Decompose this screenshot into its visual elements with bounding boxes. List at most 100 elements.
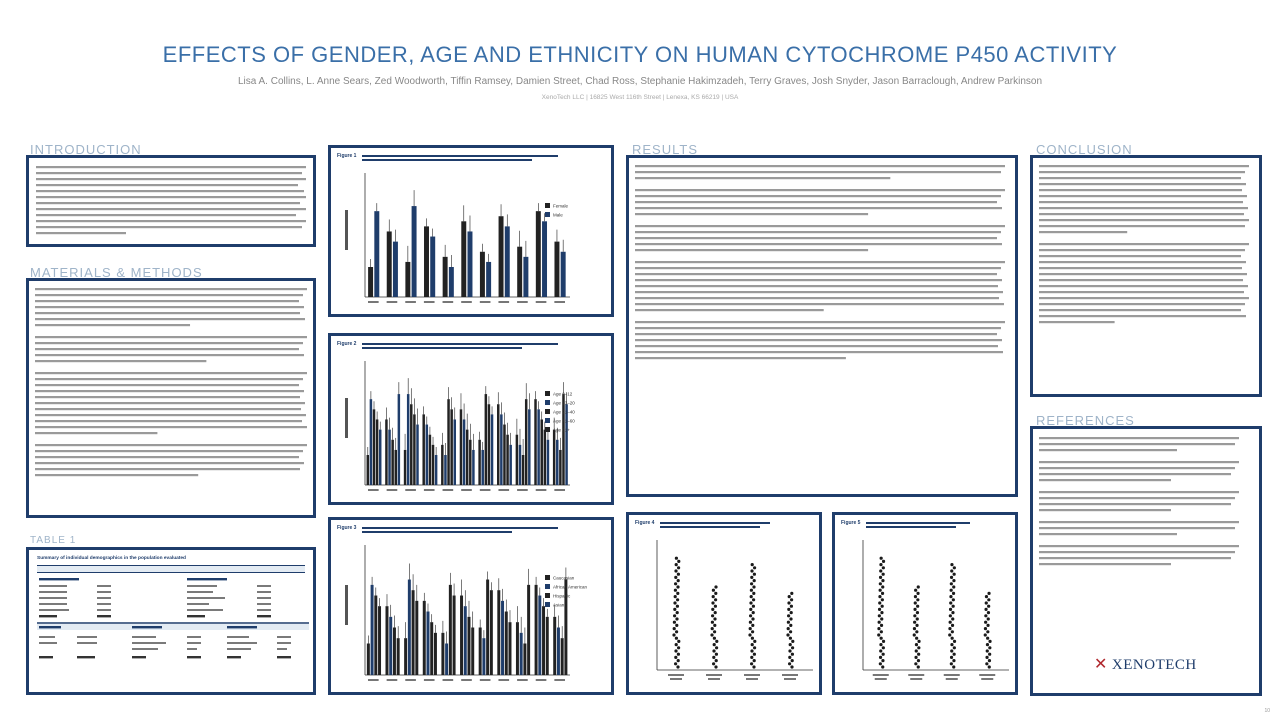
data-point (917, 652, 921, 656)
bar (450, 409, 453, 485)
references-panel (1030, 426, 1262, 696)
text-line (1039, 557, 1231, 560)
bar (560, 638, 564, 675)
text-line (635, 231, 1001, 234)
data-point (879, 569, 883, 573)
text-line (1039, 267, 1242, 270)
introduction-text (29, 158, 313, 250)
data-point (751, 623, 755, 627)
data-point (749, 588, 753, 592)
data-point (673, 601, 677, 605)
figure-4-label: Figure 4 (635, 520, 655, 526)
bar (406, 394, 410, 485)
text-line (1039, 297, 1249, 300)
bar (554, 241, 560, 297)
data-point (880, 598, 884, 602)
results-heading: RESULTS (632, 142, 698, 157)
data-point (788, 643, 792, 647)
text-line (1039, 303, 1245, 306)
bar (481, 449, 484, 485)
data-point (752, 665, 756, 669)
data-point (987, 604, 991, 608)
legend-label: Caucasian (553, 576, 575, 581)
data-point (748, 620, 752, 624)
x-tick-label (368, 489, 379, 491)
text-line (1039, 249, 1245, 252)
x-tick-label (517, 489, 528, 491)
data-point (948, 633, 952, 637)
data-point (712, 649, 716, 653)
data-point (952, 665, 956, 669)
bar (424, 226, 429, 297)
data-point (950, 563, 954, 567)
figure-3-label: Figure 3 (337, 525, 357, 531)
bar (524, 399, 528, 485)
figure-2-chart: Age 0–12 Age 13–20 Age 21–40 Age 41–60 Age 6… (345, 361, 575, 491)
bar (369, 399, 373, 485)
data-point (790, 652, 794, 656)
data-point (950, 649, 954, 653)
figure-5-label: Figure 5 (841, 520, 861, 526)
data-point (674, 655, 678, 659)
poster-affiliation: XenoTech LLC | 16825 West 116th Street |… (541, 94, 739, 101)
demographics-table (37, 578, 309, 659)
legend-swatch (545, 427, 550, 432)
data-point (987, 591, 991, 595)
bar (478, 439, 481, 485)
bar (497, 404, 500, 485)
data-point (790, 665, 794, 669)
data-point (916, 591, 920, 595)
bar (378, 429, 382, 485)
data-point (787, 595, 791, 599)
bar (472, 449, 475, 485)
y-axis-label (345, 585, 348, 625)
text-line (1039, 491, 1239, 494)
x-tick-label (744, 674, 760, 676)
x-tick-label (908, 674, 925, 676)
data-point (677, 559, 681, 563)
data-point (950, 569, 954, 573)
data-point (676, 665, 680, 669)
bar (540, 419, 543, 485)
bar (448, 267, 454, 297)
x-tick-label (498, 301, 510, 303)
text-line (1039, 461, 1239, 464)
x-tick-label (554, 301, 565, 303)
text-line (1039, 183, 1246, 186)
table-subheader (37, 565, 305, 573)
data-point (748, 627, 752, 631)
data-point (674, 636, 678, 640)
figure-4-panel: Figure 4 (626, 512, 822, 695)
text-line (1039, 189, 1242, 192)
bar (478, 627, 482, 675)
bar (422, 414, 425, 485)
figure-5-caption-lines (865, 522, 970, 528)
figure-3-panel: Figure 3 Caucasian African American Hispan… (328, 517, 614, 695)
xenotech-logo-mark-icon: ✕ (1094, 656, 1108, 673)
y-axis-label (345, 398, 348, 438)
data-point (951, 604, 955, 608)
bar (407, 579, 411, 675)
data-point (749, 601, 753, 605)
x-tick-label (535, 489, 547, 491)
text-line (35, 384, 299, 387)
data-point (676, 591, 680, 595)
bar (500, 414, 503, 485)
bar (565, 404, 568, 485)
data-point (752, 572, 756, 576)
data-point (675, 630, 679, 634)
x-tick-label (423, 489, 435, 491)
data-point (987, 659, 992, 663)
legend-label: Female (553, 204, 569, 209)
text-line (635, 303, 1004, 306)
bar (518, 444, 522, 485)
data-point (984, 601, 988, 605)
bar (508, 622, 512, 675)
text-line (635, 213, 869, 216)
data-point (673, 595, 677, 599)
page-number: 10 (1264, 708, 1270, 714)
data-point (952, 646, 956, 650)
data-point (787, 601, 791, 605)
data-point (915, 623, 919, 627)
bar (484, 394, 488, 485)
